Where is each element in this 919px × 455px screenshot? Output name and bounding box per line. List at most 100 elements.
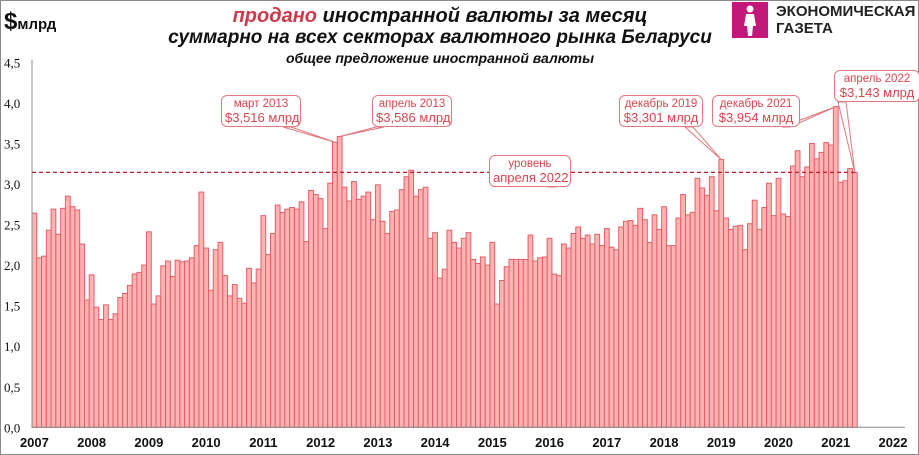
annotation-pointer	[683, 126, 722, 160]
bar	[718, 159, 725, 428]
bar	[522, 258, 529, 428]
bar	[441, 268, 448, 428]
bar	[794, 150, 801, 428]
bar	[632, 224, 639, 428]
bar	[799, 176, 806, 428]
bar	[370, 219, 376, 428]
bar	[622, 220, 629, 428]
bar	[41, 255, 47, 428]
title-rest: иностранной валюты за месяц	[322, 5, 648, 27]
y-tick-label: 3,5	[4, 136, 20, 151]
bar	[742, 249, 748, 428]
y-unit-label: $млрд	[4, 8, 56, 36]
bar	[207, 289, 214, 428]
x-tick-label: 2013	[363, 435, 392, 450]
bar	[117, 297, 124, 428]
bar	[847, 168, 853, 428]
x-tick-label: 2014	[421, 435, 451, 450]
bar	[64, 195, 71, 428]
bar	[341, 186, 348, 428]
bar	[570, 232, 577, 428]
bar	[203, 247, 209, 428]
unit-text: млрд	[17, 16, 57, 33]
bar	[599, 245, 605, 428]
bar	[613, 249, 620, 428]
x-tick-label: 2016	[535, 435, 564, 450]
bar	[198, 191, 205, 428]
bar	[193, 245, 200, 428]
bar	[556, 275, 562, 428]
bar	[93, 306, 100, 428]
y-tick-label: 4,5	[4, 55, 20, 70]
bar	[236, 297, 243, 428]
bar	[131, 273, 138, 428]
bar	[427, 237, 434, 428]
bar	[727, 228, 734, 428]
bar	[842, 180, 849, 428]
logo-person-icon	[732, 2, 768, 38]
bar	[222, 275, 229, 428]
bar	[79, 243, 85, 428]
bar	[689, 211, 696, 428]
chart-title: продано иностранной валюты за месяц	[150, 5, 730, 28]
y-tick-label: 0,5	[4, 380, 20, 395]
bar	[747, 223, 753, 428]
bar	[646, 241, 653, 428]
bar	[422, 186, 429, 428]
bar	[680, 194, 686, 428]
bar	[403, 176, 410, 428]
bar	[36, 257, 43, 428]
bar	[122, 292, 128, 428]
bar	[637, 207, 644, 428]
x-tick-label: 2019	[707, 435, 736, 450]
bar	[389, 211, 396, 428]
bar	[494, 303, 500, 428]
bar	[546, 237, 553, 428]
logo-line1: ЭКОНОМИЧЕСКАЯ	[776, 3, 916, 20]
bar	[537, 257, 543, 428]
bar	[327, 182, 334, 428]
bar	[241, 302, 248, 428]
annotation-value: $3,586 млрд	[376, 110, 451, 125]
bar	[580, 237, 586, 428]
y-tick-label: 2,5	[4, 218, 20, 233]
bar	[732, 225, 739, 428]
bar	[451, 241, 458, 428]
bar	[274, 204, 281, 428]
bar	[518, 258, 524, 428]
bar	[332, 141, 338, 428]
bar	[107, 318, 114, 428]
logo: ЭКОНОМИЧЕСКАЯ ГАЗЕТА	[732, 2, 915, 38]
bar	[308, 189, 314, 428]
bar	[818, 151, 825, 428]
bar	[475, 262, 481, 428]
bar	[780, 213, 787, 428]
x-tick-label: 2018	[650, 435, 679, 450]
annotation-value: $3,516 млрд	[225, 110, 300, 125]
bar	[312, 194, 319, 428]
bar	[145, 231, 152, 428]
y-tick-label: 3,0	[4, 177, 20, 192]
bar	[532, 260, 539, 428]
bar	[775, 177, 782, 428]
bar	[184, 260, 190, 428]
bar	[31, 212, 38, 428]
bar	[465, 232, 472, 428]
bar	[656, 228, 663, 428]
bar	[694, 177, 701, 428]
bar	[413, 195, 419, 428]
annotation-value: $3,143 млрд	[839, 85, 915, 100]
bar	[155, 295, 162, 428]
x-tick-label: 2021	[821, 435, 850, 450]
bar	[642, 219, 648, 428]
bar	[608, 246, 615, 428]
bar	[55, 233, 62, 428]
annotation-callout: декабрь 2021 $3,954 млрд	[712, 95, 800, 127]
bar	[651, 214, 658, 428]
bar	[212, 249, 219, 428]
bar	[479, 256, 486, 428]
bar	[98, 318, 105, 428]
bar	[227, 295, 233, 428]
bar	[60, 207, 66, 428]
bar	[169, 275, 176, 428]
